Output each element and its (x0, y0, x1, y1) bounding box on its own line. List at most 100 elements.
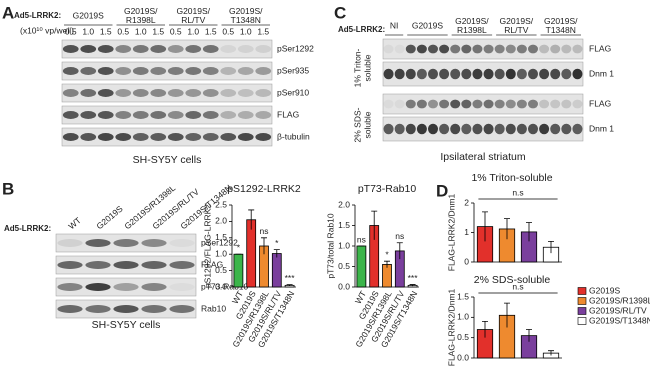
blot-band (185, 133, 202, 141)
blot-band (115, 133, 132, 141)
caption: Ipsilateral striatum (440, 151, 525, 163)
blot-band (167, 133, 184, 141)
y-tick-label: 2.5 (215, 199, 227, 209)
significance-label: * (385, 249, 389, 259)
blot-strip (61, 39, 273, 59)
blot-band (505, 123, 516, 135)
blot-band (115, 67, 132, 75)
fraction-label: soluble (362, 54, 372, 81)
blot-band (505, 44, 516, 54)
blot-band (561, 123, 572, 135)
unit-label: (x10¹⁰ vp/well) (20, 25, 74, 35)
blot-band (80, 45, 97, 53)
blot-band (169, 283, 195, 291)
caption: SH-SY5Y cells (133, 154, 202, 166)
blot-band (97, 89, 114, 97)
header-label: Ad5-LRRK2: (338, 25, 385, 34)
row-label: pSer1292 (201, 237, 238, 247)
blot-band (167, 45, 184, 53)
blot-band (115, 111, 132, 119)
blot-band (428, 44, 438, 54)
y-tick-label: 1 (464, 227, 469, 237)
blot-band (516, 99, 527, 109)
blot-band (561, 68, 572, 80)
chart-title: pS1292-LRRK2 (227, 183, 301, 195)
legend-swatch (577, 287, 587, 295)
lane-group: G2019S/ (544, 16, 578, 26)
blot-band (97, 133, 114, 141)
blot-band (113, 283, 139, 291)
blot-band (113, 305, 139, 313)
blot-strip (382, 61, 584, 87)
blot-band (62, 67, 79, 75)
blot-band (255, 89, 272, 97)
blot-band (62, 45, 79, 53)
blot-band (237, 133, 254, 141)
blot-band (167, 67, 184, 75)
caption: SH-SY5Y cells (92, 319, 161, 331)
y-tick-label: 0 (464, 256, 469, 266)
error-bar (384, 260, 390, 268)
blot-band (80, 133, 97, 141)
blot-band (494, 44, 505, 54)
blot-band (472, 99, 483, 109)
panel-label: B (2, 179, 14, 198)
y-tick-label: 1.5 (457, 291, 469, 301)
blot-band (57, 283, 83, 291)
blot-band (494, 123, 505, 135)
dose-label: 1.5 (205, 26, 217, 36)
blot-band (405, 99, 416, 109)
lane-group: G2019S/ (500, 16, 534, 26)
blot-band (383, 99, 394, 109)
blot-band (115, 45, 132, 53)
blot-band (113, 261, 139, 269)
legend-swatch (577, 317, 587, 325)
y-tick-label: 2.0 (338, 199, 350, 209)
blot-band (539, 44, 550, 54)
blot-strip (382, 116, 584, 142)
lane-group: R1398L (457, 25, 487, 35)
y-tick-label: 0.0 (457, 352, 469, 362)
legend-label: G2019S (589, 285, 621, 295)
blot-band (150, 133, 167, 141)
blot-band (528, 68, 538, 80)
y-tick-label: 1.0 (338, 240, 350, 250)
blot-band (472, 123, 483, 135)
blot-band (150, 111, 167, 119)
blot-band (461, 44, 472, 54)
significance-label: *** (408, 273, 419, 283)
row-label: FLAG (589, 98, 611, 108)
blot-band (150, 45, 167, 53)
y-axis-label: pS1292/FLAG-LRRK2 (202, 204, 212, 288)
lane-group: T1348N (546, 25, 576, 35)
error-bar (286, 284, 293, 287)
error-bar (548, 240, 554, 254)
blot-band (483, 44, 494, 54)
fraction-label: 2% SDS- (352, 107, 362, 142)
dose-label: 1.0 (240, 26, 252, 36)
lane-label: WT (66, 215, 83, 231)
legend-swatch (577, 297, 587, 305)
blot-band (220, 67, 237, 75)
blot-band (472, 68, 483, 80)
row-label: pSer1292 (277, 43, 314, 53)
blot-band (572, 44, 583, 54)
blot-band (394, 123, 405, 135)
blot-band (416, 68, 427, 80)
row-label: pSer935 (277, 65, 309, 75)
blot-band (572, 123, 583, 135)
blot-band (405, 44, 416, 54)
blot-band (202, 45, 219, 53)
dose-label: 1.5 (152, 26, 164, 36)
y-axis-label: FLAG-LRRK2/Dnm1 (446, 193, 456, 271)
blot-band (428, 68, 438, 80)
header-label: Ad5-LRRK2: (14, 11, 61, 20)
lane-group: NI (390, 20, 399, 30)
legend-label: G2019S/R1398L (589, 295, 650, 305)
dose-label: 0.5 (170, 26, 182, 36)
blot-band (141, 261, 167, 269)
error-bar (248, 209, 255, 230)
dose-label: 1.5 (257, 26, 269, 36)
blot-band (132, 133, 149, 141)
blot-band (539, 123, 550, 135)
